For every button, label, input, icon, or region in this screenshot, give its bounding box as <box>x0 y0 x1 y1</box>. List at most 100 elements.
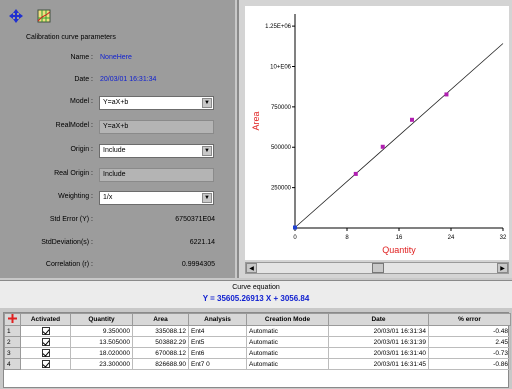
date-label: Date : <box>74 76 93 83</box>
weighting-select[interactable]: 1/x ▼ <box>99 191 214 205</box>
correlation-value: 0.9994305 <box>181 261 215 268</box>
model-row: Model : Y=aX+b ▼ <box>0 96 235 110</box>
activated-cell <box>20 347 71 359</box>
real-model-row: RealModel : Y=aX+b <box>0 120 235 134</box>
col-header-creation-mode[interactable]: Creation Mode <box>246 313 329 326</box>
equation-value: Y = 35605.26913 X + 3056.84 <box>202 294 310 303</box>
params-title: Calibration curve parameters <box>26 34 116 41</box>
y-tick-label: 1.25E+06 <box>265 24 292 30</box>
origin-label: Origin : <box>70 146 93 153</box>
model-select-value: Y=aX+b <box>103 99 129 106</box>
std-dev-label: StdDeviation(s) : <box>41 239 93 246</box>
data-point <box>444 92 449 97</box>
activated-cell <box>20 336 71 348</box>
chart-horizontal-scrollbar[interactable]: ◀ ▶ <box>245 262 509 274</box>
y-tick-label: 500000 <box>271 145 292 151</box>
col-header-error[interactable]: % error <box>428 313 511 326</box>
analysis-cell: Ent4 <box>188 325 247 337</box>
date-value: 20/03/01 16:31:34 <box>100 76 157 83</box>
origin-select[interactable]: Include ▼ <box>99 144 214 158</box>
points-table: Activated Quantity Area Analysis Creatio… <box>4 313 511 370</box>
scroll-right-icon[interactable]: ▶ <box>497 263 508 273</box>
calibration-chart[interactable]: 250000 500000 750000 10+E06 1.25E+06 0 8 16 24 32… <box>245 6 509 260</box>
data-point <box>380 144 385 149</box>
real-model-value: Y=aX+b <box>103 123 129 130</box>
activated-checkbox[interactable] <box>41 349 50 357</box>
row-number: 4 <box>4 358 21 370</box>
weighting-label: Weighting : <box>58 193 93 200</box>
chevron-down-icon[interactable]: ▼ <box>202 193 212 203</box>
x-tick-label: 8 <box>345 235 349 241</box>
area-cell: 503882.29 <box>132 336 189 348</box>
chevron-down-icon[interactable]: ▼ <box>202 98 212 108</box>
quantity-cell: 18.020000 <box>70 347 133 359</box>
analysis-cell: Ent5 <box>188 336 247 348</box>
creation-mode-cell: Automatic <box>246 336 329 348</box>
x-tick-label: 32 <box>500 235 507 241</box>
model-select[interactable]: Y=aX+b ▼ <box>99 96 214 110</box>
col-header-quantity[interactable]: Quantity <box>70 313 133 326</box>
y-tick-label: 750000 <box>271 105 292 111</box>
error-cell: -0.73 <box>428 347 511 359</box>
table-row[interactable]: 3 18.020000 670088.12 Ent6 Automatic 20/… <box>4 347 511 359</box>
quantity-cell: 23.300000 <box>70 358 133 370</box>
model-label: Model : <box>70 98 93 105</box>
fit-line <box>294 43 504 228</box>
date-cell: 20/03/01 16:31:39 <box>328 336 429 348</box>
y-tick-label: 250000 <box>271 186 292 192</box>
x-tick-label: 24 <box>448 235 455 241</box>
real-origin-label: Real Origin : <box>54 170 93 177</box>
x-axis-label: Quantity <box>382 245 416 255</box>
area-cell: 826688.90 <box>132 358 189 370</box>
col-header-area[interactable]: Area <box>132 313 189 326</box>
activated-checkbox[interactable] <box>41 327 50 335</box>
data-point <box>353 171 358 176</box>
chevron-down-icon[interactable]: ▼ <box>202 146 212 156</box>
diamond-arrows-icon[interactable] <box>8 8 24 24</box>
x-tick-label: 16 <box>396 235 403 241</box>
activated-checkbox[interactable] <box>41 338 50 346</box>
weighting-row: Weighting : 1/x ▼ <box>0 191 235 205</box>
row-number: 3 <box>4 347 21 359</box>
add-row-icon[interactable] <box>4 313 21 326</box>
calibration-table: Activated Quantity Area Analysis Creatio… <box>3 312 511 388</box>
col-header-date[interactable]: Date <box>328 313 429 326</box>
activated-checkbox[interactable] <box>41 360 50 368</box>
correlation-label: Correlation (r) : <box>45 261 93 268</box>
grid-chart-icon[interactable] <box>36 8 52 24</box>
table-row[interactable]: 4 23.300000 826688.90 Ent7 0 Automatic 2… <box>4 358 511 370</box>
scroll-thumb[interactable] <box>372 263 384 273</box>
date-cell: 20/03/01 16:31:34 <box>328 325 429 337</box>
row-number: 2 <box>4 336 21 348</box>
analysis-cell: Ent7 0 <box>188 358 247 370</box>
real-origin-value: Include <box>103 171 126 178</box>
col-header-activated[interactable]: Activated <box>20 313 71 326</box>
analysis-cell: Ent6 <box>188 347 247 359</box>
date-cell: 20/03/01 16:31:40 <box>328 347 429 359</box>
real-model-field: Y=aX+b <box>99 120 214 134</box>
weighting-select-value: 1/x <box>103 194 113 201</box>
date-cell: 20/03/01 16:31:45 <box>328 358 429 370</box>
table-row[interactable]: 2 13.505000 503882.29 Ent5 Automatic 20/… <box>4 336 511 348</box>
equation-label: Curve equation <box>232 284 280 291</box>
x-tick-label: 0 <box>293 235 297 241</box>
error-cell: 2.45 <box>428 336 511 348</box>
data-point <box>410 117 414 122</box>
table-row[interactable]: 1 9.350000 335088.12 Ent4 Automatic 20/0… <box>4 325 511 337</box>
correlation-row: Correlation (r) : 0.9994305 <box>0 259 235 273</box>
quantity-cell: 13.505000 <box>70 336 133 348</box>
parameters-panel: Calibration curve parameters Name : None… <box>0 0 235 278</box>
creation-mode-cell: Automatic <box>246 358 329 370</box>
real-model-label: RealModel : <box>55 122 93 129</box>
col-header-analysis[interactable]: Analysis <box>188 313 247 326</box>
std-dev-row: StdDeviation(s) : 6221.14 <box>0 237 235 251</box>
date-row: Date : 20/03/01 16:31:34 <box>0 74 235 88</box>
scroll-left-icon[interactable]: ◀ <box>246 263 257 273</box>
error-cell: -0.86 <box>428 358 511 370</box>
std-error-row: Std Error (Y) : 6750371E04 <box>0 214 235 228</box>
chart-svg: 250000 500000 750000 10+E06 1.25E+06 0 8 16 24 32… <box>251 14 507 255</box>
equation-strip: Curve equation Y = 35605.26913 X + 3056.… <box>0 280 512 308</box>
origin-select-value: Include <box>103 147 126 154</box>
chart-panel: 250000 500000 750000 10+E06 1.25E+06 0 8 16 24 32… <box>237 0 512 278</box>
creation-mode-cell: Automatic <box>246 347 329 359</box>
